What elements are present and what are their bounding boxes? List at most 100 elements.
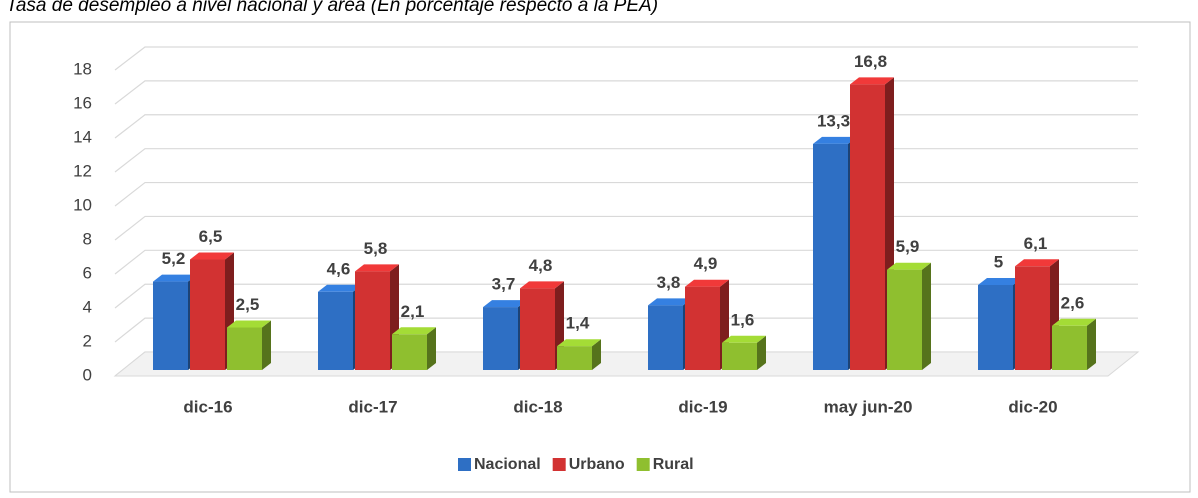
y-tick-label: 14 — [73, 127, 92, 146]
bar-top — [887, 262, 931, 270]
bar-front — [318, 291, 353, 370]
bar-front — [1015, 266, 1050, 370]
bar — [557, 339, 601, 370]
bar-top — [153, 274, 197, 282]
data-label: 4,9 — [694, 254, 718, 273]
bar — [887, 262, 931, 370]
grid-line — [114, 317, 1138, 343]
bar-top — [520, 281, 564, 289]
bar-top — [318, 284, 362, 292]
bar-top — [850, 77, 894, 85]
bar-front — [190, 259, 225, 370]
bar-front — [648, 305, 683, 370]
bar-top — [1015, 259, 1059, 267]
bar-front — [685, 286, 720, 370]
data-label: 1,4 — [566, 314, 590, 333]
chart-frame — [9, 21, 1191, 493]
grid-line — [114, 114, 1138, 139]
data-label: 16,8 — [854, 52, 887, 71]
bar-top — [392, 327, 436, 335]
grid-line — [114, 215, 1138, 241]
bar-front — [227, 327, 262, 370]
bar-front — [483, 307, 518, 370]
bar-side — [592, 339, 601, 370]
grid-line — [114, 80, 1138, 105]
bar-front — [392, 334, 427, 370]
y-tick-label: 18 — [73, 59, 92, 78]
data-label: 4,8 — [529, 256, 553, 275]
data-label: 2,1 — [401, 302, 425, 321]
legend-swatch — [636, 458, 650, 471]
grid-line — [114, 181, 1138, 207]
bar-top — [648, 298, 692, 306]
bar-front — [153, 281, 188, 370]
x-tick-label: dic-17 — [348, 397, 397, 416]
bar — [722, 335, 766, 370]
grid-line — [114, 46, 1138, 71]
bar-front — [557, 346, 592, 370]
y-tick-label: 0 — [83, 365, 92, 384]
bar-side — [262, 320, 271, 370]
chart-title: Tasa de desempleo a nivel nacional y áre… — [6, 0, 658, 16]
bar-front — [355, 271, 390, 370]
bar-top — [813, 136, 857, 144]
data-label: 3,7 — [492, 275, 516, 294]
data-label: 6,1 — [1024, 234, 1048, 253]
bar-top — [483, 300, 527, 308]
data-label: 5,8 — [364, 239, 388, 258]
data-label: 5,2 — [162, 249, 186, 268]
data-label: 5 — [994, 252, 1003, 271]
x-tick-label: dic-16 — [183, 397, 232, 416]
y-tick-label: 2 — [83, 331, 92, 350]
bar-top — [190, 252, 234, 260]
bar-top — [557, 339, 601, 347]
grid-line — [114, 148, 1138, 173]
y-tick-label: 12 — [73, 161, 92, 180]
bar-top — [685, 279, 729, 287]
grid-line — [114, 249, 1138, 275]
bar-side — [757, 335, 766, 370]
data-label: 6,5 — [199, 227, 223, 246]
data-label: 3,8 — [657, 273, 681, 292]
bar-top — [722, 335, 766, 343]
bar-top — [355, 264, 399, 272]
data-label: 13,3 — [817, 111, 850, 130]
bar-front — [813, 143, 848, 370]
legend-label: Rural — [653, 456, 694, 473]
legend-swatch — [552, 458, 566, 471]
bar-top — [978, 278, 1022, 285]
bar — [1052, 318, 1096, 370]
grid-line — [114, 283, 1138, 309]
x-tick-label: may jun-20 — [824, 397, 913, 416]
bar — [227, 320, 271, 370]
x-tick-label: dic-20 — [1008, 397, 1057, 416]
bar-front — [520, 288, 555, 370]
bar-side — [1087, 318, 1096, 370]
data-label: 2,6 — [1061, 293, 1085, 312]
data-label: 4,6 — [327, 259, 351, 278]
data-label: 2,5 — [236, 295, 260, 314]
y-tick-label: 8 — [83, 229, 92, 248]
y-tick-label: 6 — [83, 263, 92, 282]
bar-front — [722, 342, 757, 370]
data-label: 5,9 — [896, 237, 920, 256]
legend-swatch — [458, 458, 471, 471]
bar-front — [850, 84, 885, 371]
bar-front — [887, 269, 922, 370]
bar — [392, 327, 436, 370]
legend-label: Nacional — [474, 456, 541, 473]
legend-label: Urbano — [569, 456, 625, 473]
x-tick-label: dic-19 — [678, 397, 727, 416]
bar-front — [1052, 325, 1087, 370]
y-tick-label: 10 — [73, 195, 92, 214]
bar-side — [922, 262, 931, 370]
data-label: 1,6 — [731, 310, 755, 329]
y-tick-label: 4 — [83, 297, 92, 316]
bar-side — [427, 327, 436, 370]
bar-top — [227, 320, 271, 328]
bar-front — [978, 285, 1013, 370]
x-tick-label: dic-18 — [513, 397, 562, 416]
bar-top — [1052, 318, 1096, 326]
y-tick-label: 16 — [73, 93, 92, 112]
